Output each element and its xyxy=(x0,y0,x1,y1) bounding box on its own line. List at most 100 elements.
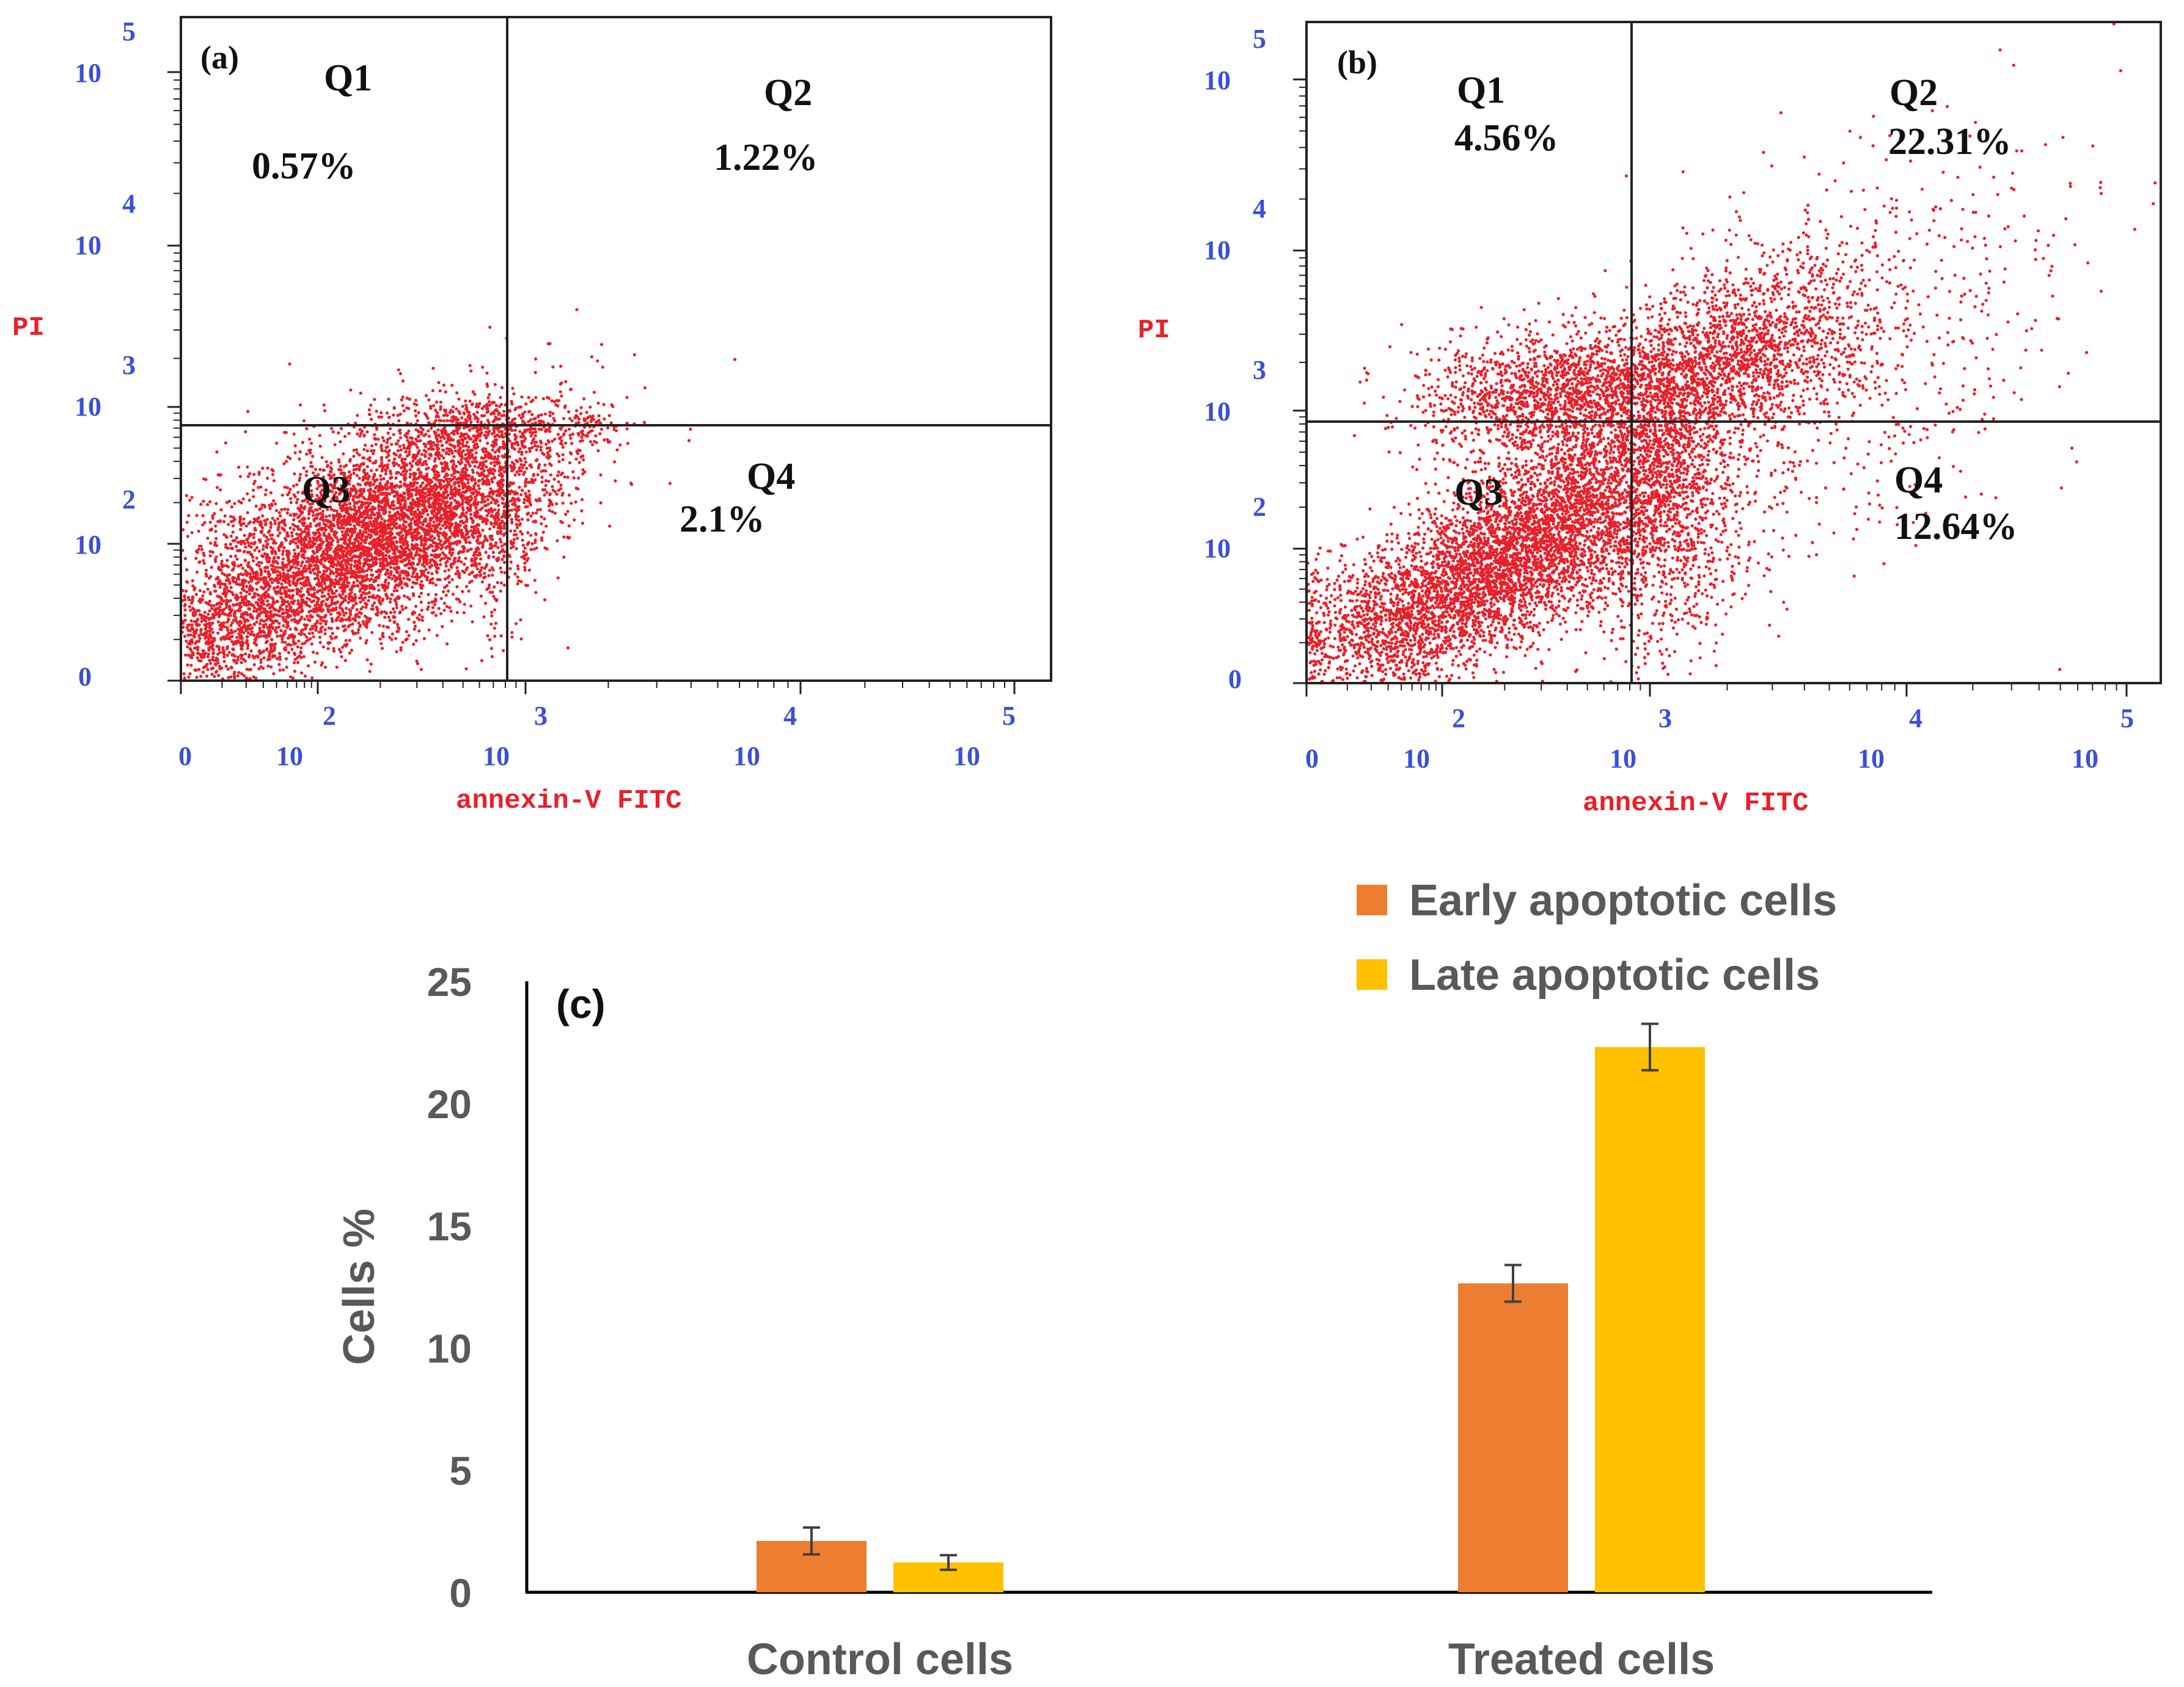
scatter-point xyxy=(255,620,258,624)
scatter-point xyxy=(246,409,250,414)
scatter-point xyxy=(555,539,559,543)
scatter-point xyxy=(305,560,309,563)
scatter-point xyxy=(295,612,299,615)
scatter-point xyxy=(500,430,504,434)
scatter-point xyxy=(367,599,370,602)
scatter-point xyxy=(331,596,334,600)
scatter-point xyxy=(441,524,445,527)
scatter-point xyxy=(493,464,497,467)
scatter-point xyxy=(464,533,468,536)
scatter-point xyxy=(450,474,453,477)
scatter-point xyxy=(286,573,290,576)
scatter-point xyxy=(343,598,347,602)
scatter-point xyxy=(267,602,271,606)
scatter-point xyxy=(437,478,441,482)
scatter-point xyxy=(233,564,236,568)
scatter-point xyxy=(395,650,398,654)
scatter-point xyxy=(417,411,420,415)
scatter-point xyxy=(330,637,334,640)
scatter-point xyxy=(534,396,538,400)
scatter-point xyxy=(203,582,207,586)
scatter-point xyxy=(259,661,263,664)
scatter-point xyxy=(336,538,340,542)
scatter-point xyxy=(350,648,354,652)
scatter-point xyxy=(524,492,527,496)
scatter-point xyxy=(449,609,453,613)
scatter-point xyxy=(370,577,373,580)
scatter-point xyxy=(188,499,192,502)
scatter-point xyxy=(236,541,240,544)
scatter-point xyxy=(416,481,419,485)
scatter-point xyxy=(486,634,489,638)
scatter-point xyxy=(399,648,403,652)
scatter-point xyxy=(258,523,262,527)
scatter-point xyxy=(245,590,249,594)
scatter-point xyxy=(430,553,433,557)
scatter-point xyxy=(277,625,280,629)
scatter-point xyxy=(446,576,450,580)
scatter-point xyxy=(340,530,344,533)
scatter-point xyxy=(445,584,449,588)
scatter-point xyxy=(452,455,456,458)
scatter-point xyxy=(413,575,417,579)
scatter-point xyxy=(262,656,266,660)
scatter-point xyxy=(220,559,224,563)
scatter-point xyxy=(320,603,324,607)
scatter-point xyxy=(408,468,412,472)
scatter-point xyxy=(296,661,300,664)
scatter-point xyxy=(412,483,416,488)
scatter-point xyxy=(376,511,379,515)
scatter-point xyxy=(293,495,297,499)
scatter-point xyxy=(247,561,251,565)
scatter-point xyxy=(472,536,475,540)
scatter-point xyxy=(239,540,243,543)
scatter-point xyxy=(229,675,233,679)
scatter-point xyxy=(320,528,324,532)
scatter-point xyxy=(343,659,347,662)
scatter-point xyxy=(309,522,312,525)
scatter-point xyxy=(509,560,513,564)
scatter-point xyxy=(414,639,418,643)
scatter-point xyxy=(375,468,379,472)
scatter-point xyxy=(401,640,405,644)
scatter-point xyxy=(346,584,350,588)
scatter-point xyxy=(195,675,199,679)
scatter-point xyxy=(540,480,544,484)
scatter-point xyxy=(397,464,401,467)
scatter-point xyxy=(339,650,343,654)
scatter-point xyxy=(293,617,296,621)
scatter-point xyxy=(486,494,490,498)
scatter-point xyxy=(423,547,427,551)
scatter-point xyxy=(555,492,559,496)
scatter-point xyxy=(397,565,400,569)
scatter-point xyxy=(242,550,246,554)
scatter-point xyxy=(335,581,339,585)
scatter-point xyxy=(443,585,447,590)
scatter-point xyxy=(331,539,335,543)
scatter-point xyxy=(389,469,392,473)
scatter-point xyxy=(269,665,273,669)
scatter-point xyxy=(273,522,277,525)
scatter-point xyxy=(186,663,189,667)
scatter-point xyxy=(540,475,544,479)
scatter-point xyxy=(267,587,271,591)
scatter-point xyxy=(570,502,573,505)
scatter-point xyxy=(464,536,468,540)
scatter-point xyxy=(356,432,359,436)
scatter-point xyxy=(380,461,384,465)
scatter-point xyxy=(483,504,487,508)
scatter-point xyxy=(499,530,503,533)
scatter-point xyxy=(399,472,403,477)
scatter-point xyxy=(335,574,339,578)
scatter-point xyxy=(300,632,304,635)
scatter-point xyxy=(269,537,273,541)
scatter-point xyxy=(303,674,307,678)
scatter-point xyxy=(373,531,377,535)
scatter-point xyxy=(560,471,565,475)
scatter-point xyxy=(228,604,232,608)
scatter-point xyxy=(420,543,423,547)
scatter-point xyxy=(374,437,378,441)
scatter-point xyxy=(395,560,399,564)
scatter-point xyxy=(301,441,304,444)
scatter-point xyxy=(268,557,271,560)
